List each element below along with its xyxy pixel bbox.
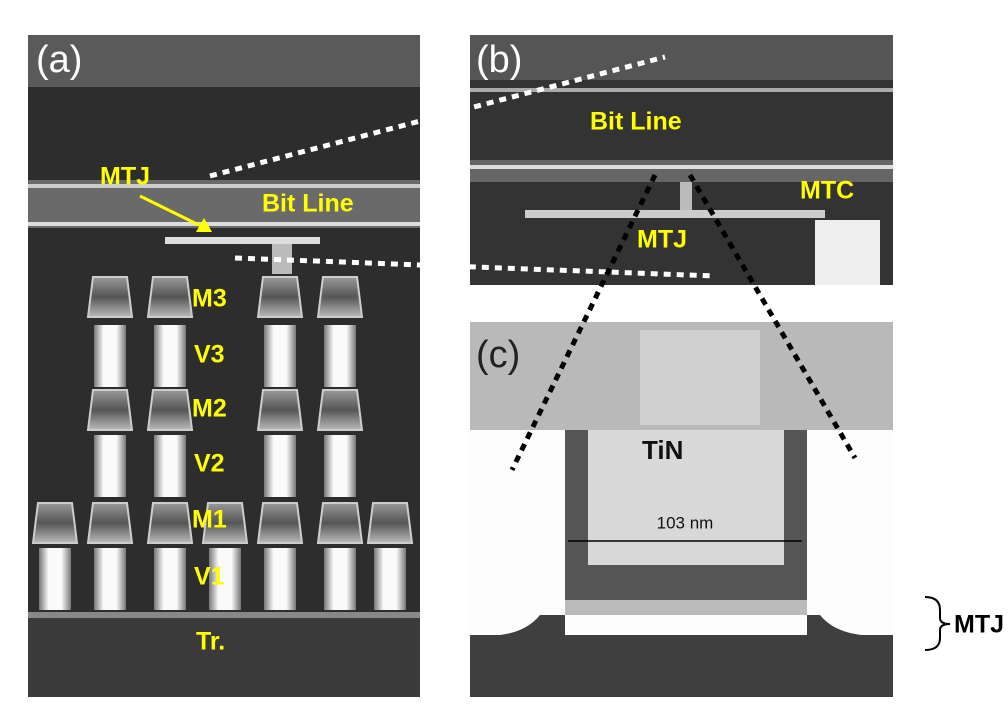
annotation: V3 <box>194 341 225 369</box>
annotation: MTJ <box>637 226 687 254</box>
brace <box>925 597 950 650</box>
structure <box>33 503 77 543</box>
structure <box>94 435 126 497</box>
annotation: Tr. <box>196 628 225 656</box>
structure <box>368 503 412 543</box>
side-label: MTJ <box>954 611 1004 639</box>
annotation: TiN <box>642 435 683 465</box>
structure <box>154 548 186 610</box>
structure <box>258 390 302 430</box>
structure <box>258 503 302 543</box>
structure <box>94 325 126 387</box>
annotation: M3 <box>192 285 227 313</box>
panel-c <box>470 322 893 697</box>
structure <box>148 503 192 543</box>
panel-label: (a) <box>36 39 82 81</box>
structure <box>94 548 126 610</box>
annotation: M2 <box>192 395 227 423</box>
structure <box>318 390 362 430</box>
panel-label: (c) <box>476 334 520 376</box>
panel-label: (b) <box>476 39 522 81</box>
structure <box>258 277 302 317</box>
structure <box>154 435 186 497</box>
structure <box>318 503 362 543</box>
structure <box>264 325 296 387</box>
scale-label: 103 nm <box>657 513 714 532</box>
structure <box>88 390 132 430</box>
structure <box>374 548 406 610</box>
structure <box>324 435 356 497</box>
structure <box>148 390 192 430</box>
structure <box>324 325 356 387</box>
structure <box>88 503 132 543</box>
structure <box>154 325 186 387</box>
annotation: V2 <box>194 450 225 478</box>
structure <box>39 548 71 610</box>
annotation: V1 <box>194 563 225 591</box>
figure: (a) MTJ Bit Line M3 V3 M2 V2 M1 V1 Tr. (… <box>0 0 1008 717</box>
annotation: Bit Line <box>262 190 354 218</box>
structure <box>148 277 192 317</box>
annotation: M1 <box>192 506 227 534</box>
annotation: MTC <box>800 177 854 205</box>
structure <box>318 277 362 317</box>
structure <box>88 277 132 317</box>
structure <box>264 548 296 610</box>
annotation: Bit Line <box>590 108 682 136</box>
structure <box>324 548 356 610</box>
structure <box>264 435 296 497</box>
annotation: MTJ <box>100 163 150 191</box>
